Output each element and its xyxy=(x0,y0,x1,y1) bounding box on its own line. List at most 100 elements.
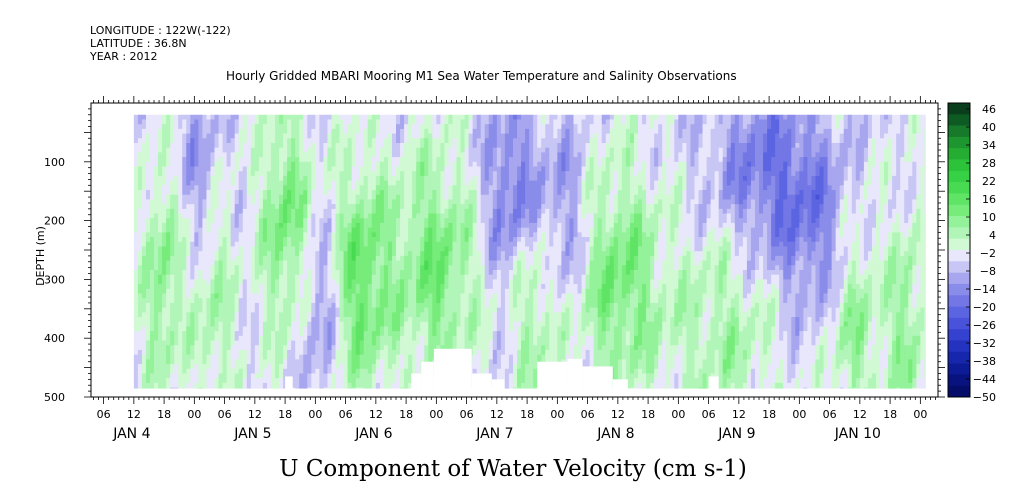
heat-cell xyxy=(456,279,461,285)
heat-cell xyxy=(202,194,207,200)
heat-cell xyxy=(383,147,389,153)
heat-cell xyxy=(238,345,244,351)
heat-cell xyxy=(250,185,256,191)
heat-cell xyxy=(436,241,441,247)
heat-cell xyxy=(246,298,252,304)
heat-cell xyxy=(270,152,276,158)
heat-cell xyxy=(396,274,401,280)
heat-cell xyxy=(218,302,223,309)
heat-cell xyxy=(331,255,336,261)
heat-cell xyxy=(141,373,147,379)
heat-cell xyxy=(436,138,441,144)
heat-cell xyxy=(335,279,340,285)
heat-cell xyxy=(295,312,300,318)
heat-cell xyxy=(234,302,240,309)
heat-cell xyxy=(371,199,377,205)
heat-cell xyxy=(327,274,332,280)
heat-cell xyxy=(254,265,260,271)
heat-cell xyxy=(158,251,163,257)
heat-cell xyxy=(343,147,349,153)
heat-cell xyxy=(311,142,316,149)
heat-cell xyxy=(190,185,195,191)
heat-cell xyxy=(468,194,474,200)
heat-cell xyxy=(133,307,139,313)
heat-cell xyxy=(166,298,171,304)
heat-cell xyxy=(295,213,300,219)
heat-cell xyxy=(444,161,449,167)
heat-cell xyxy=(162,157,167,163)
heat-cell xyxy=(303,382,308,388)
heat-cell xyxy=(416,288,421,294)
heat-cell xyxy=(343,142,349,149)
heat-cell xyxy=(396,175,401,182)
heat-cell xyxy=(371,213,377,219)
heat-cell xyxy=(327,302,332,309)
heat-cell xyxy=(351,326,357,332)
heat-cell xyxy=(391,260,397,266)
heat-cell xyxy=(158,373,163,379)
heat-cell xyxy=(391,246,397,252)
heat-cell xyxy=(222,373,228,379)
heat-cell xyxy=(283,227,288,233)
heat-cell xyxy=(311,194,316,200)
heat-cell xyxy=(291,142,296,149)
heat-cell xyxy=(186,326,191,332)
heat-cell xyxy=(210,373,215,379)
heat-cell xyxy=(145,166,151,172)
heat-cell xyxy=(202,279,207,285)
heat-cell xyxy=(186,251,191,257)
heat-cell xyxy=(404,302,409,309)
heat-cell xyxy=(359,265,365,271)
heat-cell xyxy=(145,204,151,210)
heat-cell xyxy=(258,147,264,153)
heat-cell xyxy=(331,119,336,125)
heat-cell xyxy=(275,307,280,313)
heat-cell xyxy=(279,241,284,247)
heat-cell xyxy=(343,326,349,332)
heat-cell xyxy=(299,152,304,158)
heat-cell xyxy=(331,373,336,379)
heat-cell xyxy=(323,133,328,139)
heat-cell xyxy=(432,175,437,182)
heat-cell xyxy=(198,241,203,247)
heat-cell xyxy=(371,114,377,120)
heat-cell xyxy=(383,382,389,388)
heat-cell xyxy=(416,331,421,337)
heat-cell xyxy=(270,175,276,182)
heat-cell xyxy=(275,335,280,341)
heat-cell xyxy=(347,298,353,304)
heat-cell xyxy=(218,387,223,389)
heat-cell xyxy=(170,382,175,388)
heat-cell xyxy=(158,142,163,149)
heat-cell xyxy=(279,213,284,219)
heat-cell xyxy=(327,190,332,196)
heat-cell xyxy=(226,373,232,379)
heat-cell xyxy=(299,387,304,389)
heat-cell xyxy=(295,349,300,356)
heat-cell xyxy=(428,335,433,341)
heat-cell xyxy=(311,340,316,346)
heat-cell xyxy=(355,119,361,125)
heat-cell xyxy=(371,175,377,182)
heat-cell xyxy=(331,284,336,290)
heat-cell xyxy=(178,269,183,276)
heat-cell xyxy=(359,175,365,182)
heat-cell xyxy=(379,142,385,149)
heat-cell xyxy=(145,298,151,304)
heat-cell xyxy=(408,227,413,233)
heat-cell xyxy=(383,387,389,389)
heat-cell xyxy=(303,161,308,167)
heat-cell xyxy=(234,119,240,125)
heat-cell xyxy=(250,241,256,247)
heat-cell xyxy=(254,255,260,261)
heat-cell xyxy=(287,161,292,167)
heat-cell xyxy=(158,269,163,276)
heat-cell xyxy=(275,382,280,388)
heat-cell xyxy=(262,382,268,388)
heat-cell xyxy=(468,218,474,224)
heat-cell xyxy=(347,317,353,323)
heat-cell xyxy=(246,349,252,356)
heat-cell xyxy=(428,260,433,266)
heat-cell xyxy=(190,382,195,388)
heat-cell xyxy=(383,114,389,120)
